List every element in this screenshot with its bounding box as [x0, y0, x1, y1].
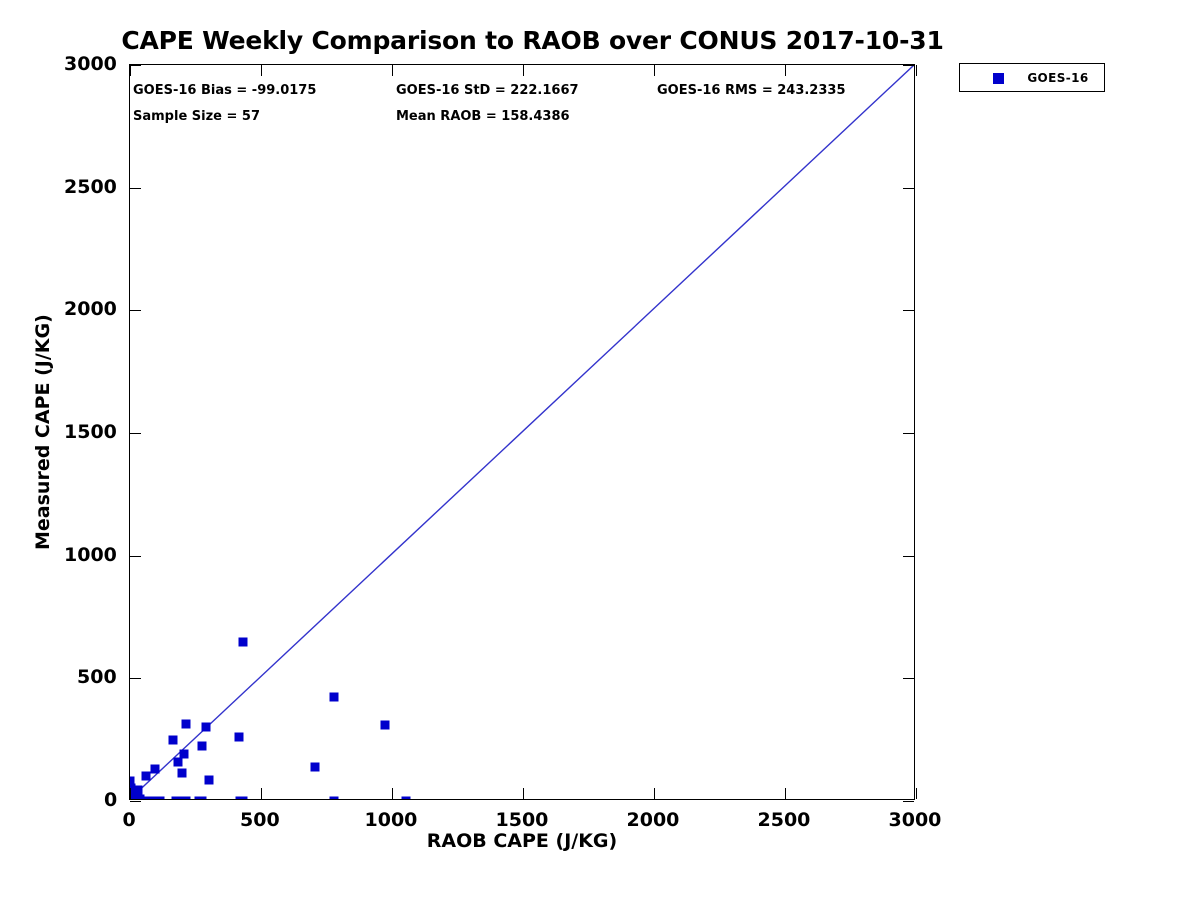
y-axis-tick	[130, 433, 141, 434]
scatter-point	[168, 735, 178, 745]
y-axis-tick	[903, 555, 914, 557]
scatter-point	[177, 768, 187, 778]
x-axis-tick	[523, 65, 524, 76]
y-axis-tick	[903, 801, 914, 802]
annotation-sample_size: Sample Size = 57	[133, 109, 261, 124]
y-axis-tick-label: 3000	[64, 53, 117, 75]
x-axis-tick	[654, 788, 655, 799]
x-axis-tick-label: 3000	[888, 809, 942, 831]
y-axis-tick-label: 2500	[64, 175, 117, 198]
y-axis-tick	[903, 187, 914, 189]
x-axis-tick	[785, 65, 786, 76]
x-axis-tick-label: 1000	[364, 809, 418, 831]
legend-label-goes-16: GOES-16	[1027, 71, 1089, 85]
scatter-point	[329, 796, 339, 799]
y-axis-tick	[903, 433, 914, 434]
x-axis-tick	[261, 65, 262, 76]
x-axis-tick-label: 500	[240, 809, 280, 831]
x-axis-tick	[130, 788, 131, 799]
plot-area	[129, 64, 917, 802]
y-axis-tick-label: 500	[77, 666, 117, 689]
x-axis-tick-label: 2500	[757, 809, 811, 831]
scatter-point	[141, 771, 151, 781]
y-axis-tick	[130, 187, 141, 189]
scatter-point	[181, 719, 191, 729]
y-axis-tick-label: 1000	[64, 543, 117, 566]
scatter-point	[201, 722, 211, 732]
y-axis-tick-label: 2000	[64, 298, 117, 321]
y-axis-tick	[903, 310, 914, 312]
y-axis-tick-label: 0	[104, 789, 118, 811]
x-axis-tick-label: 2000	[626, 809, 680, 831]
annotation-bias: GOES-16 Bias = -99.0175	[133, 83, 317, 98]
scatter-point	[238, 637, 248, 647]
legend-marker-goes-16	[993, 73, 1004, 84]
x-axis-tick	[916, 788, 917, 799]
y-axis-tick-label: 1500	[64, 421, 117, 443]
x-axis-tick	[392, 65, 393, 76]
x-axis-tick-label: 1500	[495, 809, 549, 831]
scatter-point	[173, 757, 183, 767]
x-axis-tick-label: 0	[122, 809, 136, 831]
plot-clip	[130, 65, 914, 799]
x-axis-tick	[785, 788, 786, 799]
scatter-point	[238, 796, 248, 799]
x-axis-tick	[523, 788, 524, 799]
scatter-point	[401, 796, 411, 799]
annotation-mean_raob: Mean RAOB = 158.4386	[396, 109, 570, 124]
scatter-point	[234, 732, 244, 742]
y-axis-tick	[903, 678, 914, 680]
y-axis-tick	[130, 801, 141, 802]
y-axis-tick	[130, 65, 141, 66]
scatter-point	[130, 776, 135, 786]
x-axis-tick	[392, 788, 393, 799]
scatter-point	[133, 785, 143, 795]
y-axis-tick	[130, 310, 141, 312]
annotation-rms: GOES-16 RMS = 243.2335	[657, 83, 846, 98]
scatter-point	[150, 764, 160, 774]
scatter-point	[197, 741, 207, 751]
x-axis-tick	[261, 788, 262, 799]
scatter-point	[197, 796, 207, 799]
scatter-point	[329, 692, 339, 702]
scatter-point	[155, 796, 165, 799]
y-axis-tick	[903, 65, 914, 66]
x-axis-tick	[130, 65, 131, 76]
y-axis-tick	[130, 555, 141, 557]
scatter-point	[310, 762, 320, 772]
page-title: CAPE Weekly Comparison to RAOB over CONU…	[121, 26, 944, 55]
scatter-point	[204, 775, 214, 785]
scatter-point	[130, 793, 140, 799]
x-axis-tick	[916, 65, 917, 76]
scatter-point	[135, 794, 145, 799]
x-axis-title: RAOB CAPE (J/KG)	[426, 830, 618, 852]
chart-legend[interactable]: GOES-16	[959, 63, 1105, 92]
annotation-std: GOES-16 StD = 222.1667	[396, 83, 579, 98]
scatter-point	[130, 783, 136, 792]
y-axis-title: Measured CAPE (J/KG)	[32, 314, 54, 550]
x-axis-tick	[654, 65, 655, 76]
scatter-point	[380, 720, 390, 730]
y-axis-tick	[130, 678, 141, 680]
reference-line	[130, 65, 914, 799]
scatter-point	[181, 796, 191, 799]
scatter-point	[179, 749, 189, 759]
